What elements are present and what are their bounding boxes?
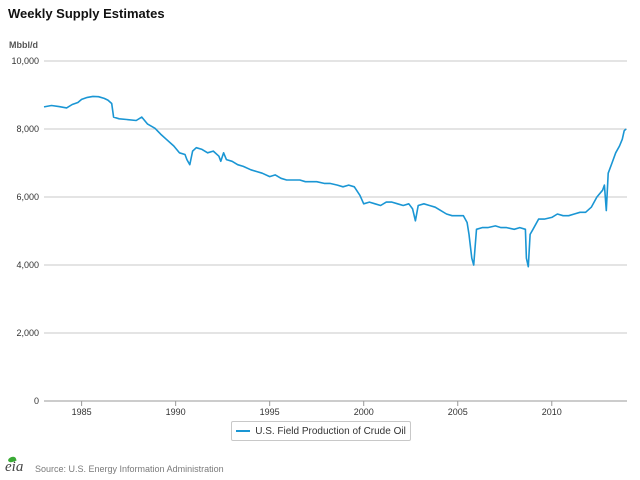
y-axis-ticks: 0 2,000 4,000 6,000 8,000 10,000 [11,56,39,406]
legend[interactable]: U.S. Field Production of Crude Oil [231,421,411,441]
legend-label: U.S. Field Production of Crude Oil [255,425,406,437]
x-tick-label: 2010 [542,407,562,417]
x-tick-label: 2000 [354,407,374,417]
x-tick-label: 1995 [260,407,280,417]
chart-title: Weekly Supply Estimates [8,6,165,21]
legend-swatch [236,430,251,432]
y-tick-label: 4,000 [16,260,39,270]
y-tick-label: 2,000 [16,328,39,338]
x-tick-label: 1985 [72,407,92,417]
x-tick-label: 1990 [166,407,186,417]
footer: eia Source: U.S. Energy Information Admi… [5,455,224,479]
y-axis-unit-label: Mbbl/d [9,40,38,50]
source-note: Source: U.S. Energy Information Administ… [35,464,224,474]
eia-logo-icon: eia [5,455,33,479]
y-tick-label: 8,000 [16,124,39,134]
series-group [43,95,627,268]
eia-logo-text: eia [5,459,24,475]
y-tick-label: 0 [34,396,39,406]
series-line[interactable] [43,95,627,268]
gridlines [44,60,627,334]
x-axis-ticks: 1985 1990 1995 2000 2005 2010 [72,401,562,417]
y-tick-label: 10,000 [11,56,39,66]
y-tick-label: 6,000 [16,192,39,202]
x-tick-label: 2005 [448,407,468,417]
